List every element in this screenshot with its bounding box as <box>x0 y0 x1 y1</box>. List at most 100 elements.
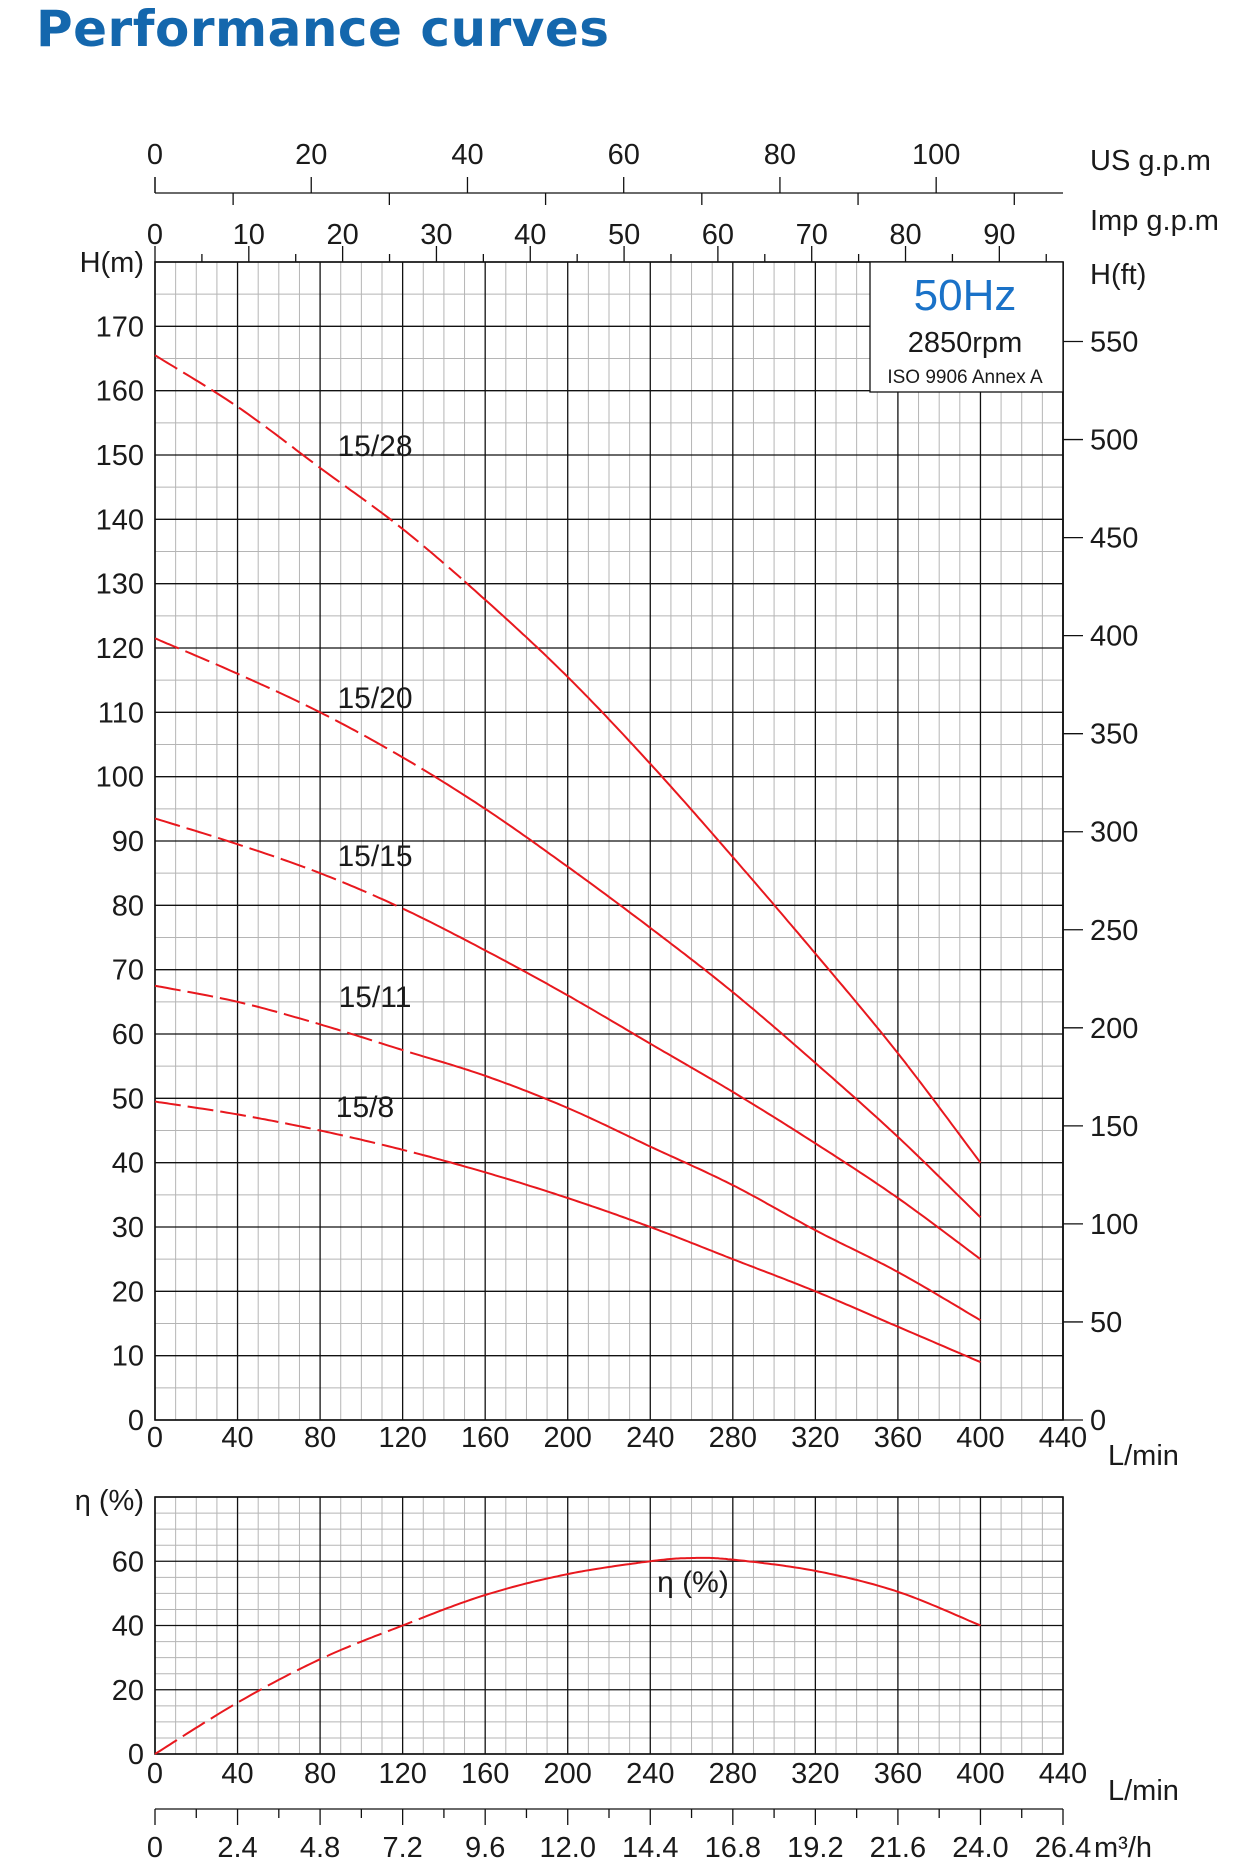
curve-15-20-solid <box>422 768 982 1219</box>
ft-tick-label: 550 <box>1090 327 1138 359</box>
m3h-tick-label: 21.6 <box>870 1832 926 1864</box>
x-tick-label: 360 <box>874 1422 922 1454</box>
y-tick-label: 70 <box>112 955 144 987</box>
x-tick-label: 280 <box>709 1422 757 1454</box>
imp-gpm-tick-label: 0 <box>147 219 163 251</box>
eff-y-tick-label: 40 <box>112 1611 144 1643</box>
curve-15-11-solid <box>423 1055 982 1322</box>
m3h-tick-label: 16.8 <box>705 1832 761 1864</box>
ft-tick-label: 100 <box>1090 1209 1138 1241</box>
m3h-tick-label: 19.2 <box>787 1832 843 1864</box>
eff-x-tick-label: 80 <box>304 1758 336 1790</box>
us-gpm-axis-label: US g.p.m <box>1090 145 1211 177</box>
y-tick-label: 60 <box>112 1019 144 1051</box>
imp-gpm-tick-label: 40 <box>514 219 546 251</box>
y-tick-label: 40 <box>112 1148 144 1180</box>
speed-label: 2850rpm <box>908 327 1022 359</box>
imp-gpm-axis-label: Imp g.p.m <box>1090 205 1219 237</box>
eff-x-tick-label: 120 <box>378 1758 426 1790</box>
m3h-tick-label: 7.2 <box>382 1832 422 1864</box>
y-tick-label: 90 <box>112 826 144 858</box>
x-tick-label: 400 <box>956 1422 1004 1454</box>
ft-tick-label: 150 <box>1090 1111 1138 1143</box>
x-tick-label: 200 <box>544 1422 592 1454</box>
x-tick-label: 80 <box>304 1422 336 1454</box>
y2-axis-label: H(ft) <box>1090 259 1146 291</box>
x-tick-label: 320 <box>791 1422 839 1454</box>
y-tick-label: 80 <box>112 890 144 922</box>
m3h-tick-label: 14.4 <box>622 1832 678 1864</box>
ft-tick-label: 200 <box>1090 1013 1138 1045</box>
ft-tick-label: 0 <box>1090 1405 1106 1437</box>
eff-y-axis-label: η (%) <box>75 1485 144 1517</box>
y-tick-label: 140 <box>96 504 144 536</box>
x-tick-label: 120 <box>378 1422 426 1454</box>
curve-15-8-dashed <box>154 1100 424 1157</box>
y-tick-label: 30 <box>112 1212 144 1244</box>
imp-gpm-tick-label: 90 <box>983 219 1015 251</box>
x-tick-label: 40 <box>221 1422 253 1454</box>
efficiency-curve-solid <box>422 1556 981 1627</box>
imp-gpm-tick-label: 20 <box>326 219 358 251</box>
efficiency-curve-label: η (%) <box>657 1566 729 1599</box>
ft-tick-label: 250 <box>1090 915 1138 947</box>
y-tick-label: 0 <box>128 1405 144 1437</box>
eff-y-tick-label: 20 <box>112 1675 144 1707</box>
eff-x-tick-label: 40 <box>221 1758 253 1790</box>
x-unit-label: L/min <box>1108 1440 1179 1472</box>
imp-gpm-tick-label: 80 <box>889 219 921 251</box>
x-tick-label: 160 <box>461 1422 509 1454</box>
curve-15-11-dashed <box>154 984 424 1058</box>
imp-gpm-tick-label: 50 <box>608 219 640 251</box>
curve-15-8-solid <box>423 1154 981 1364</box>
x-tick-label: 240 <box>626 1422 674 1454</box>
us-gpm-tick-label: 100 <box>912 139 960 171</box>
imp-gpm-tick-label: 10 <box>233 219 265 251</box>
frequency-label: 50Hz <box>914 271 1017 320</box>
curve-label-15-15: 15/15 <box>337 840 412 873</box>
page-title: Performance curves <box>36 0 610 58</box>
ft-tick-label: 500 <box>1090 425 1138 457</box>
y-tick-label: 100 <box>96 762 144 794</box>
eff-x-tick-label: 360 <box>874 1758 922 1790</box>
curve-label-15-28: 15/28 <box>337 430 412 463</box>
y-tick-label: 160 <box>96 376 144 408</box>
us-gpm-tick-label: 0 <box>147 139 163 171</box>
ft-tick-label: 300 <box>1090 817 1138 849</box>
spec-box <box>869 261 1064 393</box>
us-gpm-tick-label: 40 <box>451 139 483 171</box>
imp-gpm-tick-label: 30 <box>420 219 452 251</box>
eff-y-tick-label: 0 <box>128 1739 144 1771</box>
x-tick-label: 440 <box>1039 1422 1087 1454</box>
curve-15-15-dashed <box>154 817 424 920</box>
eff-y-tick-label: 60 <box>112 1546 144 1578</box>
eff-x-tick-label: 0 <box>147 1758 163 1790</box>
eff-x-tick-label: 200 <box>544 1758 592 1790</box>
us-gpm-tick-label: 20 <box>295 139 327 171</box>
y-tick-label: 170 <box>96 311 144 343</box>
standard-label: ISO 9906 Annex A <box>887 367 1043 388</box>
curve-15-20-dashed <box>154 637 424 771</box>
eff-plot-frame <box>154 1496 1064 1755</box>
x-tick-label: 0 <box>147 1422 163 1454</box>
m3h-tick-label: 26.4 <box>1035 1832 1091 1864</box>
y-tick-label: 150 <box>96 440 144 472</box>
curve-label-15-8: 15/8 <box>336 1091 394 1124</box>
y-tick-label: 50 <box>112 1083 144 1115</box>
us-gpm-tick-label: 60 <box>608 139 640 171</box>
m3h-tick-label: 2.4 <box>217 1832 257 1864</box>
m3h-tick-label: 12.0 <box>540 1832 596 1864</box>
eff-x-tick-label: 440 <box>1039 1758 1087 1790</box>
m3h-axis-label: m³/h <box>1094 1832 1152 1864</box>
eff-x-tick-label: 400 <box>956 1758 1004 1790</box>
y-tick-label: 20 <box>112 1276 144 1308</box>
imp-gpm-tick-label: 70 <box>796 219 828 251</box>
efficiency-curve-dashed <box>154 1616 424 1755</box>
curve-15-15-solid <box>422 917 982 1261</box>
m3h-tick-label: 24.0 <box>952 1832 1008 1864</box>
ft-tick-label: 350 <box>1090 719 1138 751</box>
ft-tick-label: 400 <box>1090 621 1138 653</box>
y-tick-label: 130 <box>96 569 144 601</box>
m3h-tick-label: 0 <box>147 1832 163 1864</box>
